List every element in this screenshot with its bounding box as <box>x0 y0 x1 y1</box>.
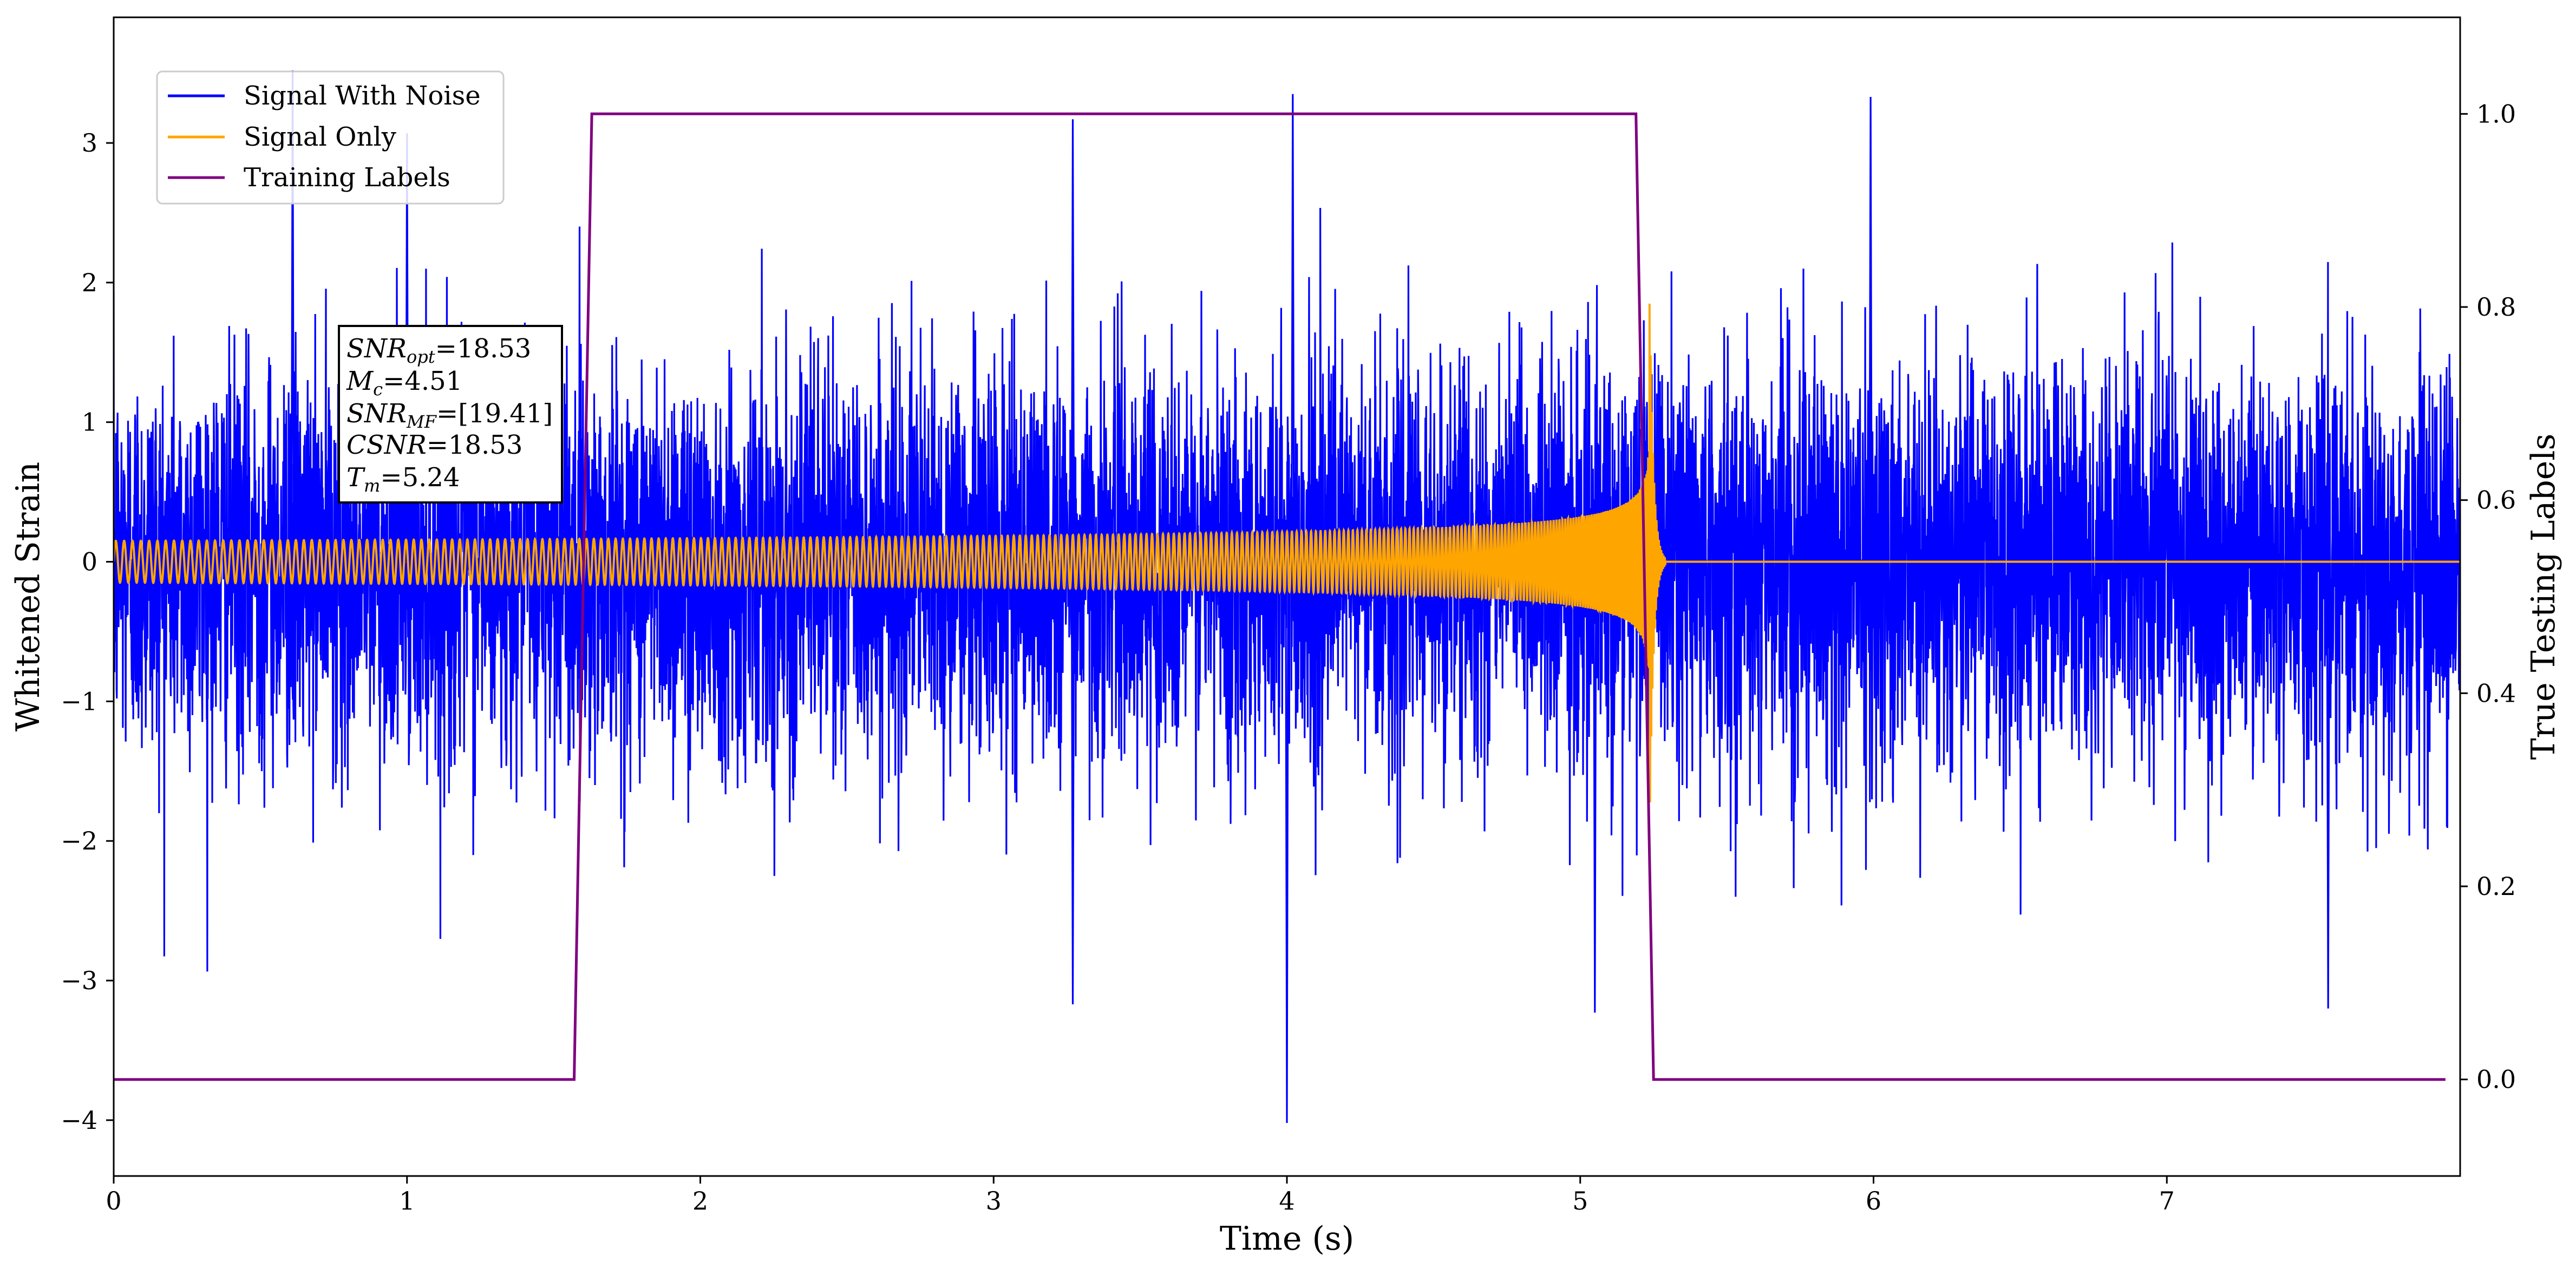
y-tick-label--4: −4 <box>61 1106 97 1135</box>
annotation-line-mc: Mc=4.51 <box>346 366 462 400</box>
y-tick-label--2: −2 <box>61 826 97 855</box>
y-axis-label: Whitened Strain <box>9 462 47 731</box>
legend-label-signal-with-noise: Signal With Noise <box>244 81 481 111</box>
y-axis-right-label: True Testing Labels <box>2525 434 2562 760</box>
noise-peak-3 <box>1291 94 1295 562</box>
x-tick-label-0: 0 <box>106 1186 121 1216</box>
y-right-tick-label-0.0: 0.0 <box>2476 1065 2516 1094</box>
y-axis-right-ticks: 0.0 0.2 0.4 0.6 0.8 1.0 <box>2460 99 2516 1094</box>
x-tick-label-1: 1 <box>399 1186 415 1216</box>
y-tick-label-2: 2 <box>82 268 97 297</box>
y-axis-ticks: −4 −3 −2 −1 0 1 2 3 <box>61 128 114 1135</box>
y-right-tick-label-1.0: 1.0 <box>2476 99 2516 128</box>
y-tick-label-1: 1 <box>82 408 97 437</box>
legend-label-training-labels: Training Labels <box>244 162 450 193</box>
x-axis-ticks: 0 1 2 3 4 5 6 7 <box>106 1176 2175 1216</box>
x-tick-label-4: 4 <box>1279 1186 1294 1216</box>
legend-label-signal-only: Signal Only <box>244 122 396 152</box>
legend-box <box>156 70 505 205</box>
annotation-frame <box>338 325 563 504</box>
series-line-signal-only <box>114 303 2460 802</box>
noise-peak-6 <box>1593 561 1597 1013</box>
noise-peak-7 <box>2326 561 2330 1009</box>
y-right-tick-label-0.8: 0.8 <box>2476 292 2516 322</box>
noise-peak-5 <box>1285 561 1289 1123</box>
noise-peak-8 <box>1070 561 1075 1004</box>
x-axis-label: Time (s) <box>1220 1220 1354 1258</box>
annotation-line-tm: Tm=5.24 <box>346 462 460 496</box>
x-tick-label-6: 6 <box>1866 1186 1881 1216</box>
y-right-tick-label-0.2: 0.2 <box>2476 872 2516 901</box>
noise-peak-4 <box>1868 96 1873 562</box>
annotation-line-snr-mf: SNRMF=[19.41] <box>346 398 553 432</box>
noise-peak-0 <box>290 70 295 562</box>
legend: Signal With Noise Signal Only Training L… <box>156 70 505 205</box>
y-tick-label-3: 3 <box>82 128 97 158</box>
x-tick-label-2: 2 <box>692 1186 708 1216</box>
annotation-line-snr-opt: SNRopt=18.53 <box>346 334 531 367</box>
y-tick-label--3: −3 <box>61 966 97 995</box>
x-tick-label-7: 7 <box>2159 1186 2175 1216</box>
annotation-box: SNRopt=18.53 Mc=4.51 SNRMF=[19.41] CSNR=… <box>338 325 563 504</box>
noise-peak-2 <box>1070 119 1075 562</box>
y-right-tick-label-0.4: 0.4 <box>2476 678 2516 708</box>
x-tick-label-5: 5 <box>1572 1186 1588 1216</box>
y-right-tick-label-0.6: 0.6 <box>2476 486 2516 515</box>
series-line-training-labels <box>114 112 2446 1081</box>
annotation-line-csnr: CSNR=18.53 <box>346 430 522 460</box>
y-tick-label--1: −1 <box>61 687 97 716</box>
y-tick-label-0: 0 <box>82 547 97 577</box>
x-tick-label-3: 3 <box>986 1186 1002 1216</box>
